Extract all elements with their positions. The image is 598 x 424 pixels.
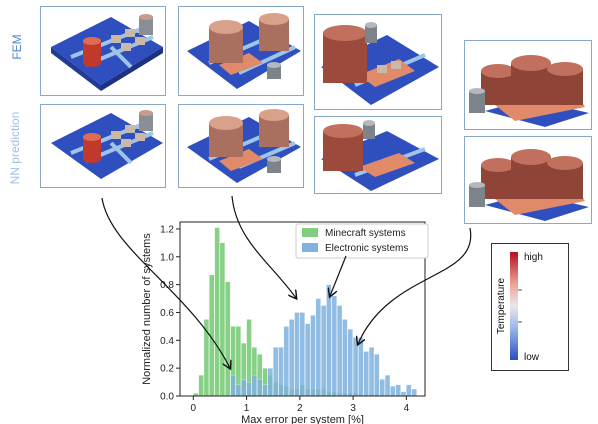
electronic-bar xyxy=(336,305,343,397)
electronic-bar xyxy=(241,379,247,397)
electronic-bar xyxy=(400,391,407,397)
electronic-bar xyxy=(320,305,327,397)
electronic-bar xyxy=(257,379,263,397)
minecraft-bar xyxy=(198,374,204,397)
colorbar-low-label: low xyxy=(524,352,540,363)
x-tick-label: 4 xyxy=(404,403,410,414)
y-tick-label: 0.0 xyxy=(160,392,174,403)
fem-thumbnail-3 xyxy=(314,14,442,110)
x-tick-label: 0 xyxy=(191,403,197,414)
nn-thumbnail-2 xyxy=(178,104,304,188)
colorbar-panel: Temperature high low xyxy=(491,243,569,371)
electronic-bar xyxy=(411,388,417,397)
x-axis-label: Max error per system [%] xyxy=(241,414,364,424)
electronic-bar xyxy=(315,298,321,397)
electronic-bar xyxy=(374,354,380,397)
electronic-bar xyxy=(305,323,311,397)
electronic-bar xyxy=(363,351,369,397)
arrow-to-bin-2 xyxy=(231,195,296,298)
electronic-bar xyxy=(251,374,257,397)
y-tick-label: 0.2 xyxy=(160,364,174,375)
minecraft-bar xyxy=(219,242,226,397)
electronic-bar xyxy=(358,337,364,397)
electronic-bar xyxy=(310,315,316,397)
x-tick-label: 2 xyxy=(297,403,303,414)
electronic-bar xyxy=(379,379,385,397)
legend-swatch-minecraft xyxy=(302,228,318,237)
legend-label-minecraft: Minecraft systems xyxy=(325,228,406,239)
electronic-bar xyxy=(299,312,305,397)
nn-thumbnail-4 xyxy=(464,136,592,224)
colorbar-high-label: high xyxy=(524,252,543,263)
arrow-to-bin-1 xyxy=(101,197,230,368)
electronic-bar xyxy=(331,295,337,397)
fem-thumbnail-4 xyxy=(464,40,592,130)
minecraft-bar xyxy=(225,281,231,397)
nn-thumbnail-1 xyxy=(40,104,166,188)
electronic-bar xyxy=(246,381,252,397)
y-tick-label: 0.8 xyxy=(160,280,174,291)
electronic-bar xyxy=(262,384,268,397)
y-tick-label: 0.6 xyxy=(160,308,174,319)
fem-thumbnail-1 xyxy=(40,6,166,96)
y-tick-label: 0.4 xyxy=(160,336,174,347)
axes: 0 1 2 3 4 0.0 0.2 0.4 0.6 0.8 1.0 1.2 Max error per … xyxy=(141,221,426,424)
x-tick-label: 1 xyxy=(244,403,250,414)
electronic-bar xyxy=(267,368,273,397)
electronic-bar xyxy=(289,319,295,397)
electronic-bar xyxy=(384,374,391,397)
electronic-bar xyxy=(347,329,353,397)
electronic-bar xyxy=(235,384,242,397)
electronic-bar xyxy=(406,384,412,397)
y-tick-label: 1.0 xyxy=(160,252,174,263)
y-axis-label: Normalized number of systems xyxy=(141,233,153,385)
electronic-bar xyxy=(395,384,401,397)
legend-label-electronic: Electronic systems xyxy=(325,243,408,254)
minecraft-bar xyxy=(214,227,220,397)
electronic-bar xyxy=(342,319,348,397)
y-tick-label: 1.2 xyxy=(160,224,174,235)
electronic-bar xyxy=(294,312,300,397)
electronic-bar xyxy=(283,326,289,397)
colorbar-title: Temperature xyxy=(496,277,507,334)
minecraft-bars xyxy=(193,227,380,397)
electronic-bar xyxy=(273,347,279,397)
x-tick-label: 3 xyxy=(350,403,356,414)
arrow-to-bin-4 xyxy=(358,227,472,344)
plot-frame xyxy=(179,221,426,397)
legend-swatch-electronic xyxy=(302,243,318,252)
electronic-bar xyxy=(390,386,396,397)
electronic-bar xyxy=(278,347,284,397)
legend: Minecraft systems Electronic systems xyxy=(295,223,429,259)
colorbar-gradient xyxy=(510,252,518,360)
electronic-bar xyxy=(368,347,375,397)
fem-thumbnail-2 xyxy=(178,6,304,96)
electronic-bar xyxy=(230,374,236,397)
electronic-bar xyxy=(326,284,332,397)
electronic-bar xyxy=(352,337,359,397)
nn-thumbnail-3 xyxy=(314,116,442,194)
electronic-bars xyxy=(230,284,417,397)
arrow-to-bin-3 xyxy=(330,255,347,296)
